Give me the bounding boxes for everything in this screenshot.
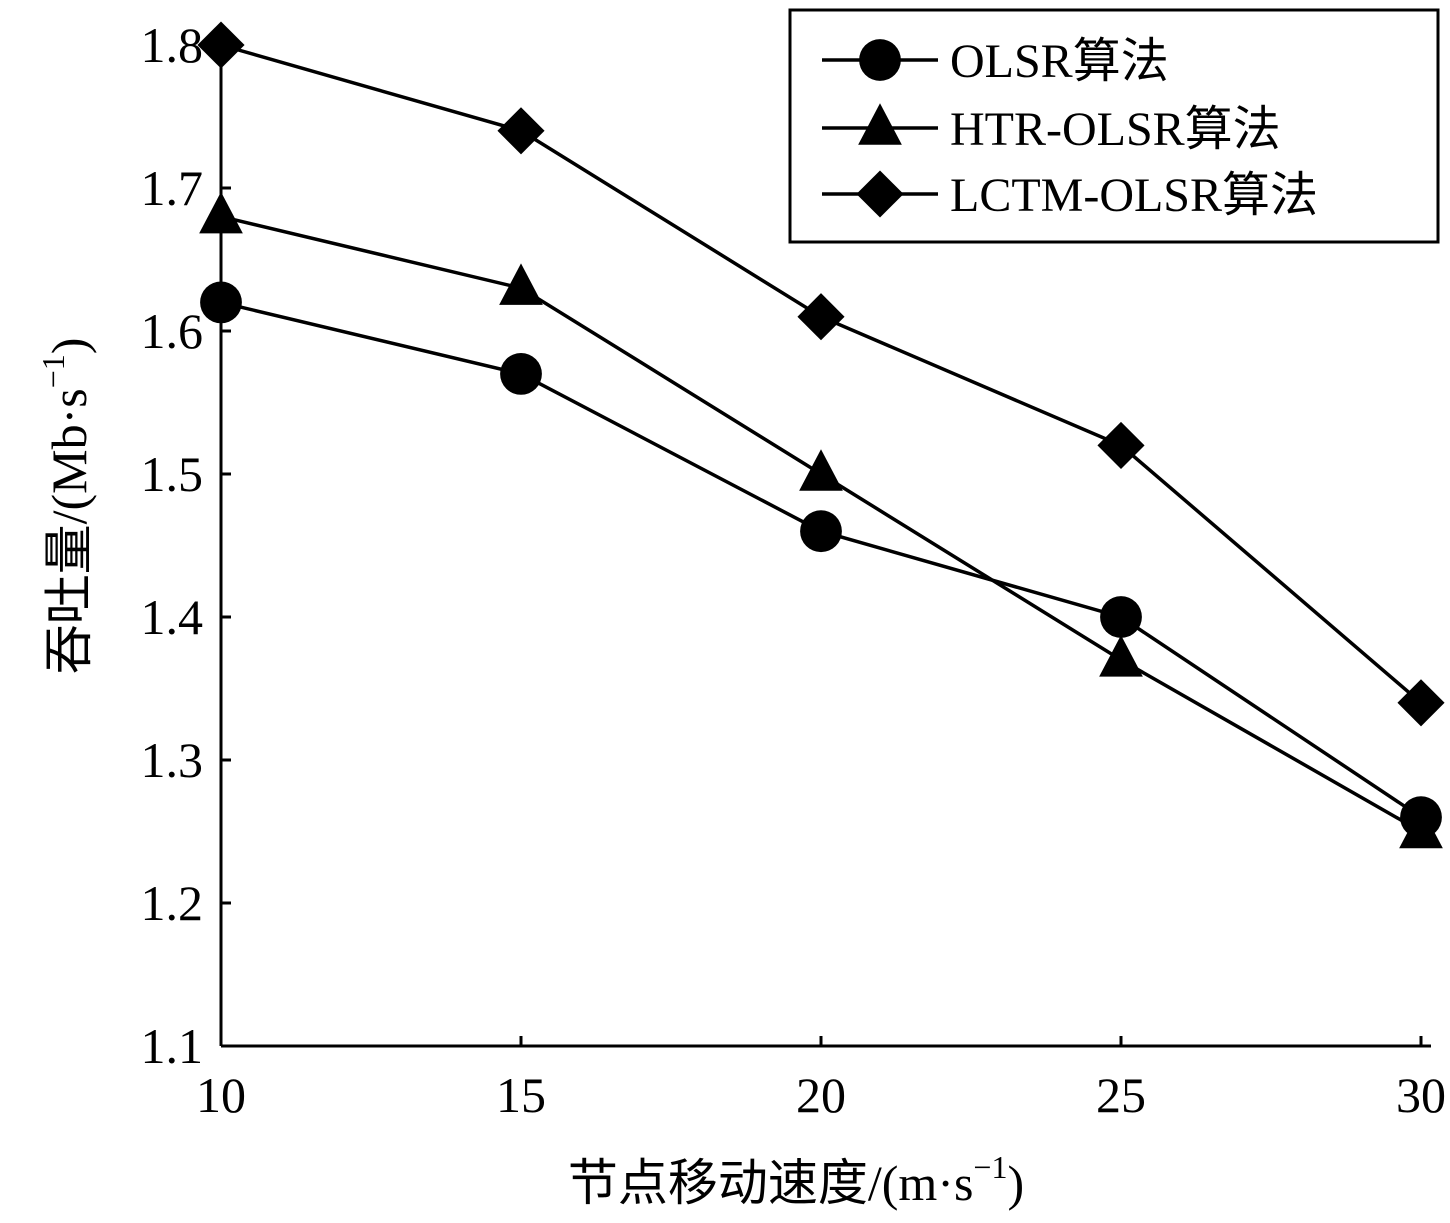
ticks: 1.1 1.2 1.3 1.4 1.5 1.6 1.7 1.8 10 15 20 25 30 (141, 17, 1447, 1123)
data-point-circle (1100, 596, 1142, 638)
data-point-triangle (1099, 635, 1143, 677)
legend-marker-circle (859, 39, 901, 81)
data-point-diamond (497, 107, 545, 155)
data-point-triangle (1399, 806, 1443, 849)
x-tick-label: 20 (796, 1067, 846, 1123)
x-axis-title-superscript: −1 (973, 1149, 1007, 1185)
x-tick-label: 10 (196, 1067, 246, 1123)
data-point-diamond (1397, 679, 1445, 727)
y-tick-label: 1.6 (141, 303, 204, 359)
data-point-diamond (797, 293, 845, 341)
legend-label: OLSR算法 (950, 35, 1169, 88)
y-axis-title-superscript: −1 (35, 354, 71, 388)
x-tick-label: 25 (1096, 1067, 1146, 1123)
x-axis-title-close: ) (1007, 1155, 1024, 1211)
x-tick-label: 30 (1396, 1067, 1446, 1123)
legend-box (788, 8, 1440, 244)
y-axis-title-text: 吞吐量/(Mb·s (41, 388, 97, 674)
y-axis-title: 吞吐量/(Mb·s−1) (35, 338, 97, 675)
x-axis-title-text: 节点移动速度/(m·s (568, 1155, 974, 1211)
data-point-diamond (197, 21, 245, 69)
y-tick-label: 1.8 (141, 17, 204, 73)
series-layer (197, 21, 1445, 849)
legend: OLSR算法 HTR-OLSR算法 LCTM-OLSR算法 (788, 8, 1440, 244)
legend-marker-triangle (858, 103, 902, 145)
series-circle (200, 281, 1442, 839)
legend-marker-diamond (856, 170, 904, 218)
data-point-circle (200, 281, 242, 324)
legend-label: HTR-OLSR算法 (950, 103, 1281, 156)
series-triangle (199, 191, 1443, 849)
data-point-circle (500, 353, 542, 395)
y-tick-label: 1.7 (141, 160, 204, 216)
legend-label: LCTM-OLSR算法 (950, 169, 1318, 222)
series-diamond (197, 21, 1445, 727)
y-tick-label: 1.1 (141, 1018, 204, 1074)
y-tick-label: 1.3 (141, 732, 204, 788)
y-tick-label: 1.4 (141, 589, 204, 645)
data-point-circle (800, 510, 842, 553)
y-tick-label: 1.5 (141, 446, 204, 502)
x-axis-title: 节点移动速度/(m·s−1) (568, 1149, 1024, 1211)
x-tick-label: 15 (496, 1067, 546, 1123)
data-point-triangle (799, 449, 843, 491)
data-point-triangle (199, 191, 243, 234)
data-point-diamond (1097, 421, 1145, 469)
data-point-triangle (499, 263, 543, 305)
y-tick-label: 1.2 (141, 875, 204, 931)
series-line (220, 300, 1422, 819)
y-axis-title-close: ) (41, 338, 97, 355)
